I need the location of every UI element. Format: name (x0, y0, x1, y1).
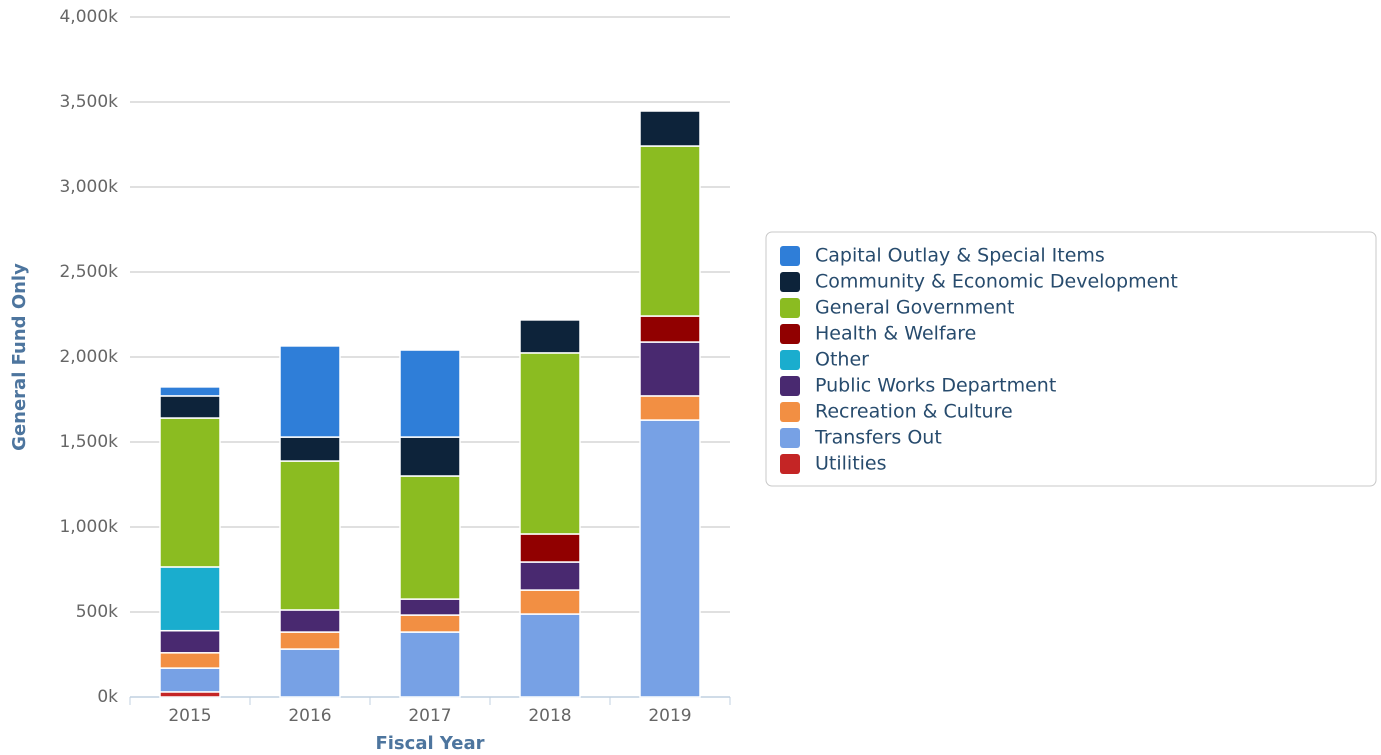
bar-segment (159, 691, 221, 698)
y-tick-label: 1,000k (59, 517, 118, 537)
legend-box (765, 231, 1377, 487)
bar-segment (399, 598, 461, 616)
legend-swatch (780, 272, 800, 292)
bar-segment (279, 648, 341, 698)
legend-swatch (780, 454, 800, 474)
bar-segment (279, 631, 341, 650)
legend-label: Health & Welfare (815, 323, 976, 345)
bar-segment (519, 589, 581, 615)
x-axis-title: Fiscal Year (375, 733, 484, 754)
bar-segment (399, 349, 461, 438)
bar-segment (519, 533, 581, 563)
bar-segment (519, 319, 581, 354)
legend-label: Transfers Out (814, 427, 942, 449)
y-tick-label: 4,000k (59, 7, 118, 27)
bar-segment (639, 341, 701, 397)
bar-segment (639, 110, 701, 147)
bar-segment (639, 315, 701, 343)
legend-label: Other (815, 349, 869, 371)
legend-label: General Government (815, 297, 1014, 319)
bar-segment (399, 631, 461, 698)
y-tick-label: 1,500k (59, 432, 118, 452)
legend-label: Public Works Department (815, 375, 1056, 397)
bar-segment (159, 386, 221, 397)
y-tick-label: 2,000k (59, 347, 118, 367)
bar-segment (159, 629, 221, 654)
legend-label: Capital Outlay & Special Items (815, 245, 1105, 267)
bar-segment (279, 436, 341, 462)
y-axis-title: General Fund Only (9, 263, 30, 451)
bar-segment (519, 352, 581, 535)
legend-swatch (780, 246, 800, 266)
legend-label: Recreation & Culture (815, 401, 1013, 423)
x-tick-label: 2017 (408, 706, 451, 726)
bar-segment (519, 613, 581, 698)
bar-segment (159, 566, 221, 632)
bar-segment (639, 419, 701, 698)
bar-segment (159, 417, 221, 568)
x-tick-label: 2019 (648, 706, 691, 726)
legend-swatch (780, 350, 800, 370)
bar-segment (279, 460, 341, 611)
legend-swatch (780, 324, 800, 344)
legend-label: Utilities (815, 453, 887, 475)
y-tick-label: 3,500k (59, 92, 118, 112)
bar-segment (519, 561, 581, 591)
x-tick-label: 2016 (288, 706, 331, 726)
bar-segment (639, 395, 701, 421)
bar-segment (159, 395, 221, 419)
y-tick-label: 0k (97, 687, 118, 707)
legend-swatch (780, 298, 800, 318)
bar-segment (639, 145, 701, 317)
legend-swatch (780, 376, 800, 396)
bar-segment (399, 475, 461, 600)
bar-segment (279, 345, 341, 438)
bar-segment (159, 652, 221, 669)
bar-segment (399, 614, 461, 633)
y-tick-label: 500k (76, 602, 118, 622)
bar-segment (399, 436, 461, 477)
x-tick-label: 2018 (528, 706, 571, 726)
legend-swatch (780, 428, 800, 448)
y-tick-label: 3,000k (59, 177, 118, 197)
bar-segment (279, 609, 341, 633)
legend-label: Community & Economic Development (815, 271, 1178, 293)
legend-swatch (780, 402, 800, 422)
y-tick-label: 2,500k (59, 262, 118, 282)
bar-segment (159, 667, 221, 693)
x-tick-label: 2015 (168, 706, 211, 726)
